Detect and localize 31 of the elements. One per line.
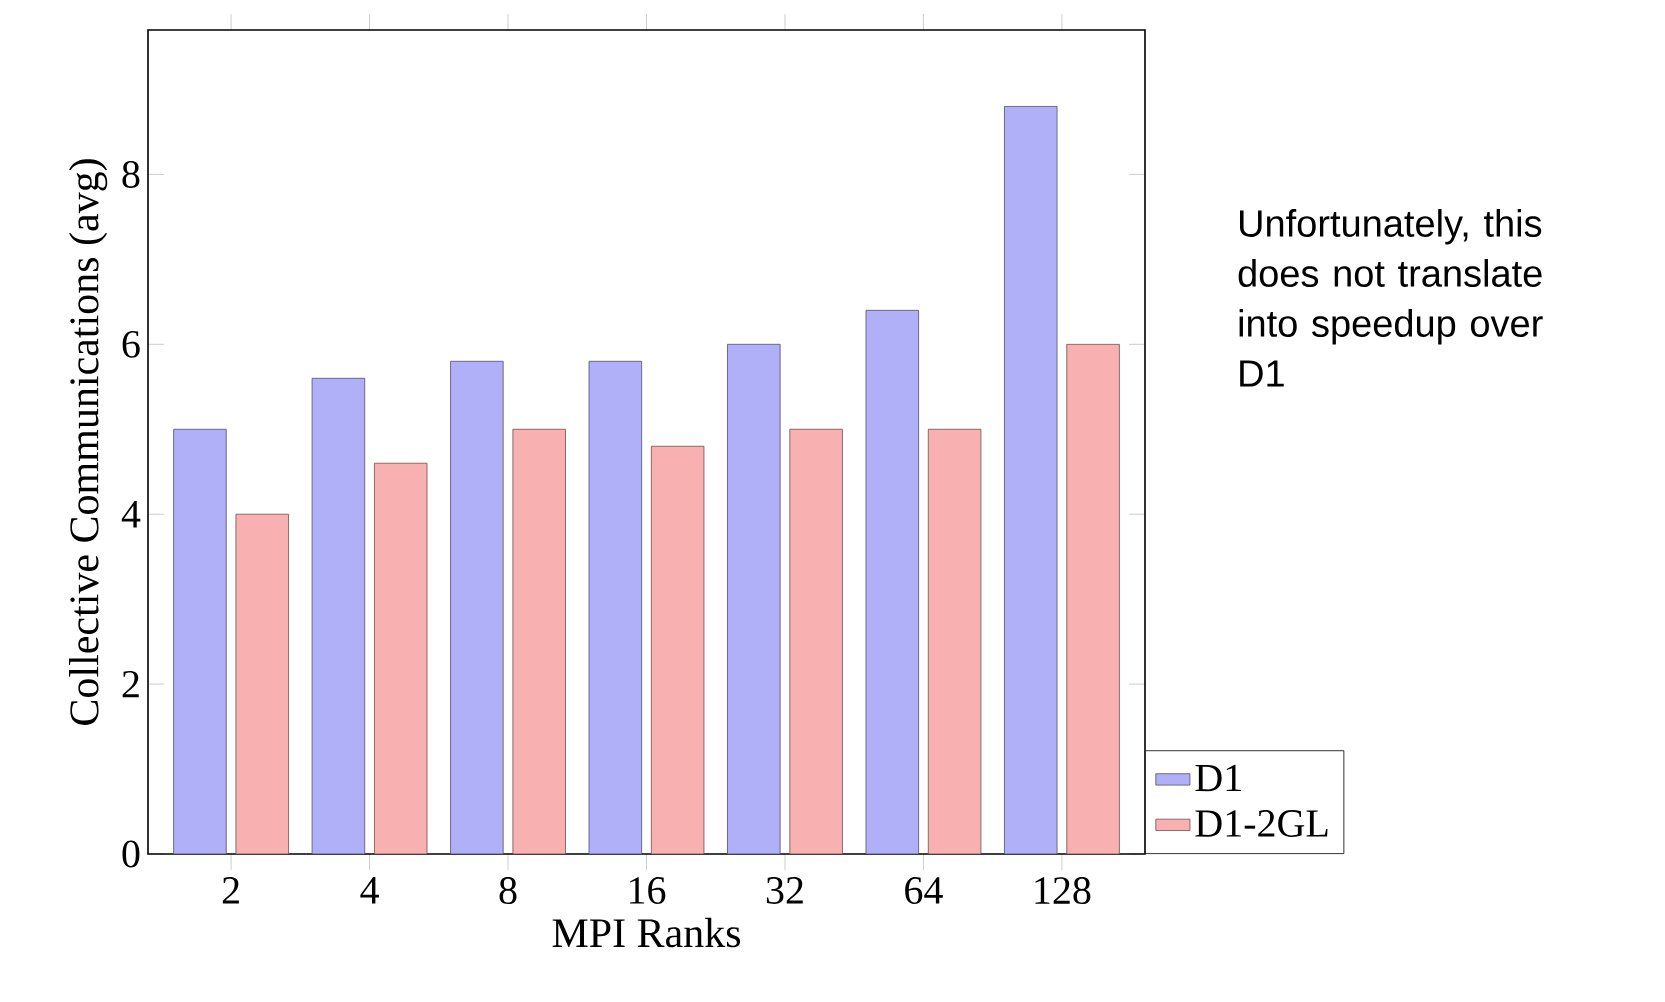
x-tick-label: 128 [1035,877,1091,905]
legend-label: D1-2GL [1195,810,1328,837]
bar [927,428,982,854]
x-tick-label: 16 [630,877,666,904]
bar [1004,106,1058,854]
y-tick-label: 8 [122,160,140,188]
bar [311,377,366,854]
bar [450,360,504,854]
x-tick-label: 32 [766,877,803,904]
y-tick-label: 0 [122,840,140,868]
bar [512,428,566,854]
bar [650,445,705,854]
bar [588,360,643,854]
x-tick-label: 64 [905,877,943,904]
x-tick-label: 2 [222,877,239,904]
y-tick-label: 2 [122,670,139,698]
bar [235,513,289,854]
y-axis-title: Collective Communications (avg) [69,159,108,725]
y-tick-label: 4 [121,501,141,528]
bar [173,428,227,854]
legend-label: D1 [1195,764,1241,792]
y-tick-label: 6 [122,330,140,358]
bar [789,428,843,854]
x-tick-label: 8 [499,877,517,905]
x-axis-title: MPI Ranks [552,917,741,948]
text: Unfortunately, this does not translate into speedup over D1 [1238,209,1543,387]
bar [1066,343,1120,854]
bar [727,343,781,854]
bar [865,309,919,854]
bar [374,462,428,854]
x-tick-label: 4 [360,877,379,904]
